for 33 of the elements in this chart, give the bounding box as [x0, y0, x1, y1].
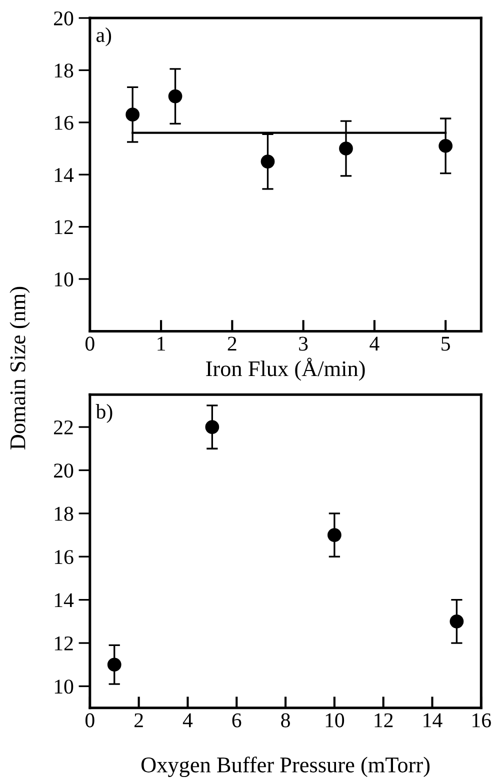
- annotation: a): [96, 27, 112, 46]
- x-tick-label: 6: [232, 713, 242, 728]
- y-tick-label: 14: [54, 168, 74, 182]
- x-tick-label: 4: [370, 336, 380, 351]
- y-tick-label: 10: [54, 272, 74, 286]
- annotation: b): [96, 404, 112, 423]
- x-tick-label: 3: [299, 336, 308, 351]
- x-tick-label: 1: [158, 336, 165, 351]
- x-tick-label: 0: [85, 713, 94, 728]
- y-tick-label: 18: [54, 64, 74, 78]
- y-tick-label: 10: [54, 680, 74, 694]
- y-tick-label: 18: [54, 506, 74, 521]
- y-tick-label: 12: [54, 636, 73, 650]
- y-tick-label: 16: [54, 116, 74, 130]
- y-tick-label: 16: [54, 550, 74, 564]
- y-tick-label: 12: [54, 220, 73, 234]
- x-axis-title: Iron Flux (Å/min): [206, 358, 365, 381]
- y-tick-label: 22: [54, 420, 73, 434]
- y-axis-title: Domain Size (nm): [10, 286, 30, 450]
- x-tick-label: 8: [281, 713, 290, 728]
- x-tick-label: 12: [374, 713, 393, 728]
- y-tick-label: 20: [54, 464, 74, 478]
- y-tick-label: 14: [54, 593, 74, 608]
- x-axis-title: Oxygen Buffer Pressure (mTorr): [141, 756, 430, 778]
- x-tick-label: 2: [134, 713, 143, 728]
- x-tick-label: 5: [442, 336, 450, 351]
- x-tick-label: 0: [85, 336, 94, 351]
- y-tick-label: 20: [54, 11, 74, 26]
- x-tick-label: 10: [326, 713, 344, 728]
- x-tick-label: 14: [424, 713, 442, 728]
- x-tick-label: 2: [228, 336, 236, 351]
- x-tick-label: 4: [182, 713, 193, 728]
- x-tick-label: 16: [472, 713, 491, 728]
